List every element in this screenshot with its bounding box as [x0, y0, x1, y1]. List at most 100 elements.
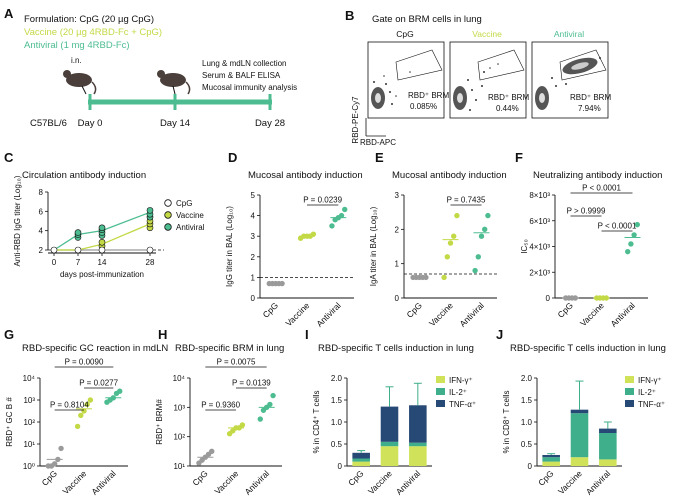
panel-b: B Gate on BRM cells in lung RBD-PE-Cy7 R… [345, 8, 611, 147]
data-point [267, 401, 273, 408]
day-label: Day 0 [78, 118, 103, 129]
y-tick-label: 10¹ [23, 440, 35, 449]
chart-g: 10⁰ 10¹ 10² 10³ 10⁴ RBD⁺ GC B # CpG Vaccine Anti… [5, 358, 128, 497]
p-value-label: P = 0.9360 [201, 401, 240, 410]
panel-e-title: Mucosal antibody induction [392, 170, 507, 181]
stacked-bar-segment [570, 457, 589, 466]
y-tick-label: 3 [395, 191, 400, 200]
data-point [98, 246, 106, 254]
y-tick-label: 4 [251, 212, 256, 221]
x-category-label: Antiviral [243, 468, 272, 497]
panel-j-title: RBD-specific T cells induction in lung [510, 343, 666, 354]
stacked-bar-segment [380, 446, 399, 466]
x-category-label: Antiviral [584, 468, 613, 497]
y-axis-label: RBD⁺ GC B # [5, 397, 14, 447]
p-value-label: P = 0.0090 [65, 358, 104, 367]
flow-plot-antiviral: Antiviral RBD⁺ BRM 7.94% [531, 29, 611, 119]
p-value-label: P = 0.0239 [303, 196, 342, 205]
stacked-bar-segment [352, 452, 370, 459]
y-tick-label: 3 [251, 232, 256, 241]
y-tick-label: 6 [39, 207, 44, 216]
legend-label: CpG [176, 199, 192, 208]
data-point [485, 212, 491, 219]
data-point [117, 388, 123, 394]
legend-label: Antiviral [176, 223, 205, 232]
y-axis-label: Anti-RBD IgG titer (Log₁₀) [13, 175, 22, 266]
data-point [74, 423, 81, 430]
legend-label: IL-2⁺ [638, 388, 656, 397]
flow-x-axis: RBD-APC [360, 138, 396, 147]
legend-label: TNF-α⁺ [638, 400, 665, 409]
y-axis-label: IC₅₀ [520, 239, 529, 254]
x-category-label: CpG [190, 468, 209, 487]
x-category-label: Vaccine [427, 300, 455, 328]
route-label: i.n. [71, 56, 82, 65]
y-tick-label: 10⁰ [23, 462, 35, 471]
stacked-bar-segment [542, 461, 560, 466]
stacked-bar-segment [599, 428, 617, 433]
gate-label: RBD⁺ BRM [408, 91, 449, 100]
panel-c-title: Circulation antibody induction [22, 170, 146, 181]
panel-a: A Formulation: CpG (20 µg CpG) Vaccine (… [4, 6, 297, 129]
day-label: Day 14 [160, 118, 190, 129]
data-point [209, 448, 215, 455]
legend-label: TNF-α⁺ [449, 400, 476, 409]
x-category-label: Vaccine [578, 300, 606, 328]
gate-percent: 0.44% [496, 104, 519, 113]
data-point [84, 401, 90, 408]
panel-c-letter: C [4, 150, 14, 165]
x-axis-label: days post-immunization [60, 270, 144, 279]
y-tick-label: 2×10³ [529, 268, 550, 277]
stacked-bar-segment [409, 446, 427, 466]
x-category-label: CpG [536, 468, 555, 487]
data-point [441, 274, 447, 281]
panel-f-title: Neutralizing antibody induction [533, 170, 662, 181]
gate-polygon [395, 49, 443, 81]
data-point [146, 207, 154, 214]
antiviral-formulation: Antiviral (1 mg 4RBD-Fc) [24, 40, 130, 51]
gate-label: RBD⁺ BRM [570, 93, 611, 102]
x-category-label: CpG [555, 300, 574, 319]
readout-line-1: Lung & mdLN collection [202, 59, 287, 68]
readout-line-2: Serum & BALF ELISA [202, 71, 281, 80]
y-axis-label: RBD⁺ BRM# [155, 399, 164, 445]
data-point [454, 212, 460, 219]
panel-b-letter: B [345, 8, 354, 23]
legend-swatch [436, 400, 445, 407]
legend-label: IFN-γ⁺ [449, 376, 473, 385]
stacked-bar-segment [570, 409, 589, 414]
gate-polygon [477, 49, 525, 81]
stacked-bar-segment [380, 406, 399, 442]
y-axis-label: IgA titer in BAL (Log₁₀) [369, 206, 378, 286]
y-tick-label: 0 [395, 294, 400, 303]
legend-marker [164, 223, 172, 231]
event-cloud [535, 57, 601, 110]
y-tick-label: 10³ [23, 396, 35, 405]
panel-h-letter: H [158, 327, 167, 342]
chart-j: 0 0.5 1.0 1.5 2.0 % in CD8⁺ T cells CpG Vaccine… [502, 374, 622, 497]
data-point [338, 212, 345, 219]
x-category-label: Vaccine [283, 300, 311, 328]
x-tick-label: 7 [76, 258, 81, 267]
y-tick-label: 4×10³ [529, 243, 550, 252]
legend-swatch [625, 400, 634, 407]
y-tick-label: 10² [173, 433, 185, 442]
data-point [270, 392, 276, 399]
stacked-bar-segment [599, 459, 617, 466]
y-tick-label: 4 [39, 227, 44, 236]
y-tick-label: 2 [395, 225, 400, 234]
y-tick-label: 1.0 [331, 418, 343, 427]
y-tick-label: 2.0 [521, 374, 533, 383]
data-point [78, 412, 84, 419]
strain-label: C57BL/6 [30, 118, 67, 129]
data-point [342, 206, 348, 213]
readout-line-3: Mucosal immunity analysis [202, 83, 297, 92]
y-tick-label: 10⁴ [23, 374, 36, 383]
y-axis-label: % in CD4⁺ T cells [312, 390, 321, 453]
legend-label: IFN-γ⁺ [638, 376, 662, 385]
y-tick-label: 10¹ [173, 462, 185, 471]
data-point [74, 246, 82, 254]
y-tick-label: 0 [528, 462, 533, 471]
arrow-icon [172, 85, 176, 95]
